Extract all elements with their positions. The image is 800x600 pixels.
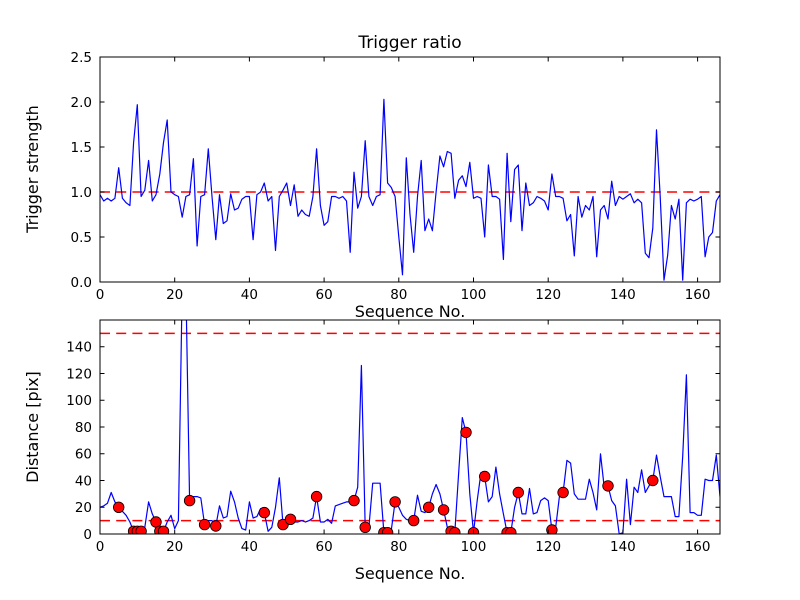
x-tick-label: 0 xyxy=(96,539,105,555)
outlier-marker xyxy=(437,504,450,516)
axes-spines xyxy=(99,319,721,535)
y-tick-label: 80 xyxy=(75,420,92,436)
outlier-marker xyxy=(150,516,162,528)
y-tick-label: 100 xyxy=(66,393,92,409)
outlier-marker xyxy=(602,480,614,492)
x-tick-label: 60 xyxy=(316,539,333,555)
outlier-marker xyxy=(157,525,170,534)
outlier-marker xyxy=(112,501,125,514)
x-tick-label: 160 xyxy=(685,539,711,555)
trigger-strength-line xyxy=(100,98,720,281)
y-tick-label: 40 xyxy=(75,473,92,489)
x-tick-label: 100 xyxy=(461,539,487,555)
outlier-marker xyxy=(284,513,297,526)
x-tick-label: 80 xyxy=(390,287,407,303)
outlier-marker xyxy=(210,520,222,532)
y-tick-label: 1.5 xyxy=(71,140,92,156)
bottom-y-axis-label: Distance [pix] xyxy=(23,371,42,483)
y-tick-label: 0.0 xyxy=(71,275,92,291)
x-tick-label: 0 xyxy=(96,287,105,303)
outlier-marker xyxy=(449,527,461,534)
outlier-marker xyxy=(258,506,271,519)
outlier-marker xyxy=(546,524,558,534)
chart-title: Trigger ratio xyxy=(358,33,462,53)
ticks: 0 20 40 60 80 100 120 140 160 0.0 0.5 1.0 1.5 2.0 2.5 xyxy=(71,50,720,303)
outlier-marker xyxy=(460,426,472,439)
outlier-marker xyxy=(389,496,401,508)
outlier-marker xyxy=(348,494,360,507)
outlier-marker xyxy=(154,525,166,534)
x-tick-label: 160 xyxy=(685,287,711,303)
y-tick-label: 1.0 xyxy=(71,185,92,201)
outlier-marker xyxy=(467,527,480,534)
distance-line xyxy=(100,320,720,534)
bottom-x-axis-label: Sequence No. xyxy=(354,564,466,583)
top-chart: 0 20 40 60 80 100 120 140 160 0.0 0.5 1.0 1.5 2.0 2.5 xyxy=(71,50,721,303)
outlier-marker xyxy=(408,514,420,527)
y-tick-label: 2.5 xyxy=(71,50,92,66)
outlier-marker xyxy=(131,525,143,534)
top-y-axis-label: Trigger strength xyxy=(23,105,42,233)
outlier-marker xyxy=(378,527,390,534)
outlier-marker xyxy=(277,518,289,531)
top-x-axis-label: Sequence No. xyxy=(354,302,466,321)
outlier-marker xyxy=(512,486,525,499)
y-tick-label: 120 xyxy=(66,366,92,382)
y-tick-label: 60 xyxy=(75,447,92,463)
y-tick-label: 20 xyxy=(75,500,92,516)
ticks: 0 20 40 60 80 100 120 140 160 0 20 40 60 80 100 120 140 xyxy=(66,320,720,555)
y-tick-label: 140 xyxy=(66,340,92,356)
outlier-marker xyxy=(445,525,457,534)
x-tick-label: 40 xyxy=(241,287,258,303)
outlier-marker xyxy=(505,527,517,534)
outlier-marker xyxy=(381,527,394,534)
y-tick-label: 0 xyxy=(83,527,92,543)
bottom-chart: 0 20 40 60 80 100 120 140 160 0 20 40 60 80 100 120 140 xyxy=(66,319,721,555)
y-tick-label: 0.5 xyxy=(71,230,92,246)
axes-spines xyxy=(99,56,721,283)
outlier-marker xyxy=(198,518,211,531)
outlier-marker xyxy=(359,521,371,534)
outlier-marker xyxy=(135,525,147,534)
x-tick-label: 80 xyxy=(390,539,407,555)
outlier-marker xyxy=(479,470,491,483)
outlier-marker xyxy=(183,494,196,507)
x-tick-label: 100 xyxy=(461,287,487,303)
x-tick-label: 20 xyxy=(166,539,183,555)
outlier-marker xyxy=(557,486,569,499)
y-tick-label: 2.0 xyxy=(71,95,92,111)
outlier-marker xyxy=(423,501,435,514)
outlier-marker xyxy=(310,490,323,503)
x-tick-label: 60 xyxy=(316,287,333,303)
x-tick-label: 40 xyxy=(241,539,258,555)
outlier-marker xyxy=(647,474,659,487)
x-tick-label: 120 xyxy=(535,287,561,303)
outlier-marker xyxy=(501,527,513,534)
x-tick-label: 140 xyxy=(610,287,636,303)
x-tick-label: 120 xyxy=(535,539,561,555)
x-tick-label: 140 xyxy=(610,539,636,555)
outlier-marker xyxy=(127,525,140,534)
x-tick-label: 20 xyxy=(166,287,183,303)
